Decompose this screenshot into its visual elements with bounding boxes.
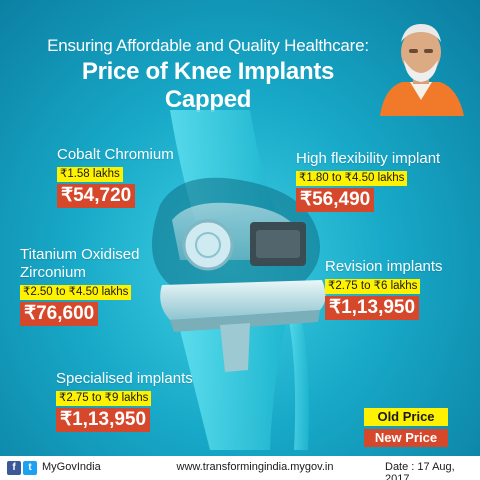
footer-bar: f t MyGovIndia www.transformingindia.myg… (0, 456, 480, 480)
material-name-line2: Zirconium (20, 264, 86, 281)
material-name-line1: Titanium Oxidised (20, 246, 140, 263)
knee-implant-illustration (152, 110, 326, 450)
twitter-icon[interactable]: t (23, 461, 37, 475)
old-price-tag: ₹2.75 to ₹6 lakhs (325, 279, 421, 294)
facebook-icon[interactable]: f (7, 461, 21, 475)
subtitle: Ensuring Affordable and Quality Healthca… (47, 36, 369, 55)
material-name: High flexibility implant (296, 150, 441, 167)
new-price-tag: ₹76,600 (20, 302, 99, 326)
social-handle: MyGovIndia (42, 461, 101, 473)
portrait-image (380, 24, 464, 116)
specialised-implants-block: Specialised implants ₹2.75 to ₹9 lakhs ₹… (56, 370, 193, 432)
price-legend: Old Price New Price (364, 408, 448, 447)
material-name: Cobalt Chromium (57, 146, 174, 163)
date-label: Date : 17 Aug, 2017 (385, 461, 455, 480)
revision-implants-block: Revision implants ₹2.75 to ₹6 lakhs ₹1,1… (325, 258, 443, 320)
cobalt-chromium-block: Cobalt Chromium ₹1.58 lakhs ₹54,720 (57, 146, 174, 208)
new-price-tag: ₹1,13,950 (56, 408, 151, 432)
page-title: Price of Knee Implants Capped (81, 58, 335, 113)
old-price-tag: ₹2.75 to ₹9 lakhs (56, 391, 152, 406)
new-price-tag: ₹1,13,950 (325, 296, 420, 320)
old-price-tag: ₹1.80 to ₹4.50 lakhs (296, 171, 408, 186)
old-price-tag: ₹2.50 to ₹4.50 lakhs (20, 285, 132, 300)
legend-new-price: New Price (364, 429, 448, 447)
new-price-tag: ₹56,490 (296, 188, 375, 212)
legend-old-price: Old Price (364, 408, 448, 426)
high-flexibility-block: High flexibility implant ₹1.80 to ₹4.50 … (296, 150, 440, 212)
old-price-tag: ₹1.58 lakhs (57, 167, 123, 182)
material-name: Specialised implants (56, 370, 193, 387)
new-price-tag: ₹54,720 (57, 184, 136, 208)
titanium-zirconium-block: Titanium Oxidised Zirconium ₹2.50 to ₹4.… (20, 246, 140, 326)
material-name: Revision implants (325, 258, 443, 275)
website-link[interactable]: www.transformingindia.mygov.in (176, 461, 334, 473)
